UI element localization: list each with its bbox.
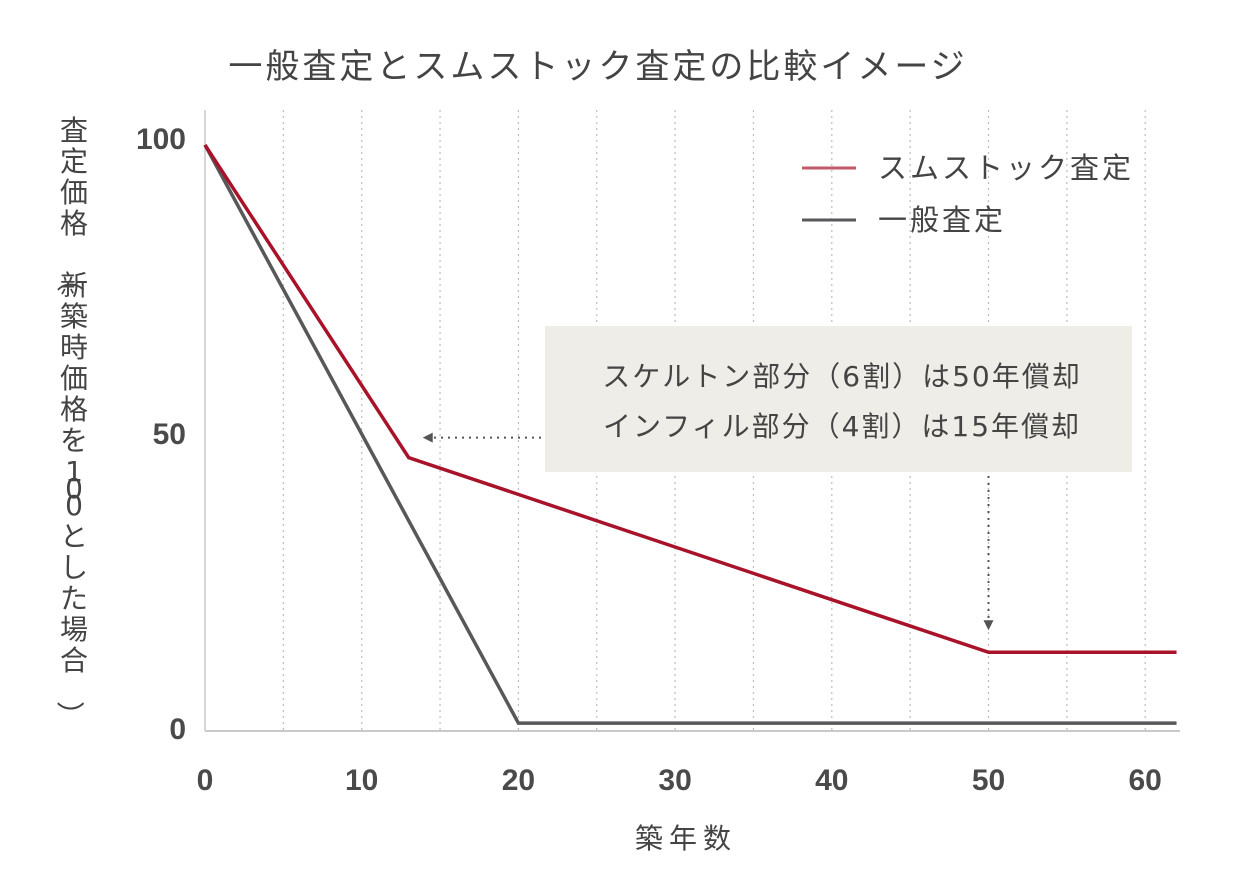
annotation-arrow-left-head	[422, 432, 433, 443]
x-tick-label-0: 0	[197, 764, 214, 797]
x-tick-label-60: 60	[1129, 764, 1162, 797]
y-axis-label-char: 築	[60, 300, 88, 333]
y-axis-label-char: 査	[60, 114, 88, 147]
annotation-line-2: インフィル部分（4割）は15年償却	[603, 410, 1081, 443]
annotation-line-1: スケルトン部分（6割）は50年償却	[602, 360, 1081, 393]
y-axis-label: 査定価格（新築時価格を 1 0 0 とした場合）	[53, 114, 88, 729]
y-axis-label-char: た	[60, 582, 88, 615]
y-axis-label-char: （	[53, 264, 86, 292]
y-axis-label-char: 1	[65, 455, 83, 488]
series-line-スムストック査定	[203, 143, 1177, 655]
y-tick-label-100: 100	[136, 123, 186, 156]
x-tick-label-10: 10	[345, 764, 378, 797]
y-axis-label-char: 場	[60, 613, 88, 646]
annotation-arrow-down-head	[983, 620, 994, 631]
y-axis-label-char: し	[60, 551, 88, 584]
x-axis-label: 築年数	[635, 822, 737, 855]
x-tick-label-50: 50	[972, 764, 1005, 797]
y-axis-label-char: 合	[60, 644, 88, 677]
y-axis-label-char: 新	[60, 269, 88, 302]
y-axis-label-char: 格	[60, 393, 88, 426]
x-tick-label-20: 20	[502, 764, 535, 797]
y-axis-label-char: 格	[60, 207, 88, 240]
y-axis-label-char: ）	[53, 701, 86, 729]
x-tick-labels: 0 10 20 30 40 50 60	[197, 764, 1162, 797]
y-tick-label-0: 0	[169, 713, 186, 746]
y-axis-label-char: 価	[60, 362, 88, 395]
annotation-box	[545, 326, 1132, 472]
y-axis-label-char: 時	[60, 331, 88, 364]
series-group	[203, 143, 1177, 725]
y-tick-labels: 0 50 100	[136, 123, 186, 746]
y-axis-label-char: 0	[65, 472, 83, 505]
x-tick-label-40: 40	[815, 764, 848, 797]
y-axis-label-char: 0	[65, 489, 83, 522]
series-line-一般査定	[203, 144, 1177, 725]
legend-label-一般査定: 一般査定	[878, 203, 1006, 237]
x-tick-label-30: 30	[658, 764, 691, 797]
y-axis-label-char: を	[60, 424, 88, 457]
y-axis-label-char: と	[60, 520, 88, 553]
chart-title: 一般査定とスムストック査定の比較イメージ	[228, 47, 967, 87]
y-axis-label-char: 定	[60, 145, 88, 178]
y-tick-label-50: 50	[153, 418, 186, 451]
y-axis-label-char: 価	[60, 176, 88, 209]
legend-label-スムストック査定: スムストック査定	[878, 151, 1134, 185]
